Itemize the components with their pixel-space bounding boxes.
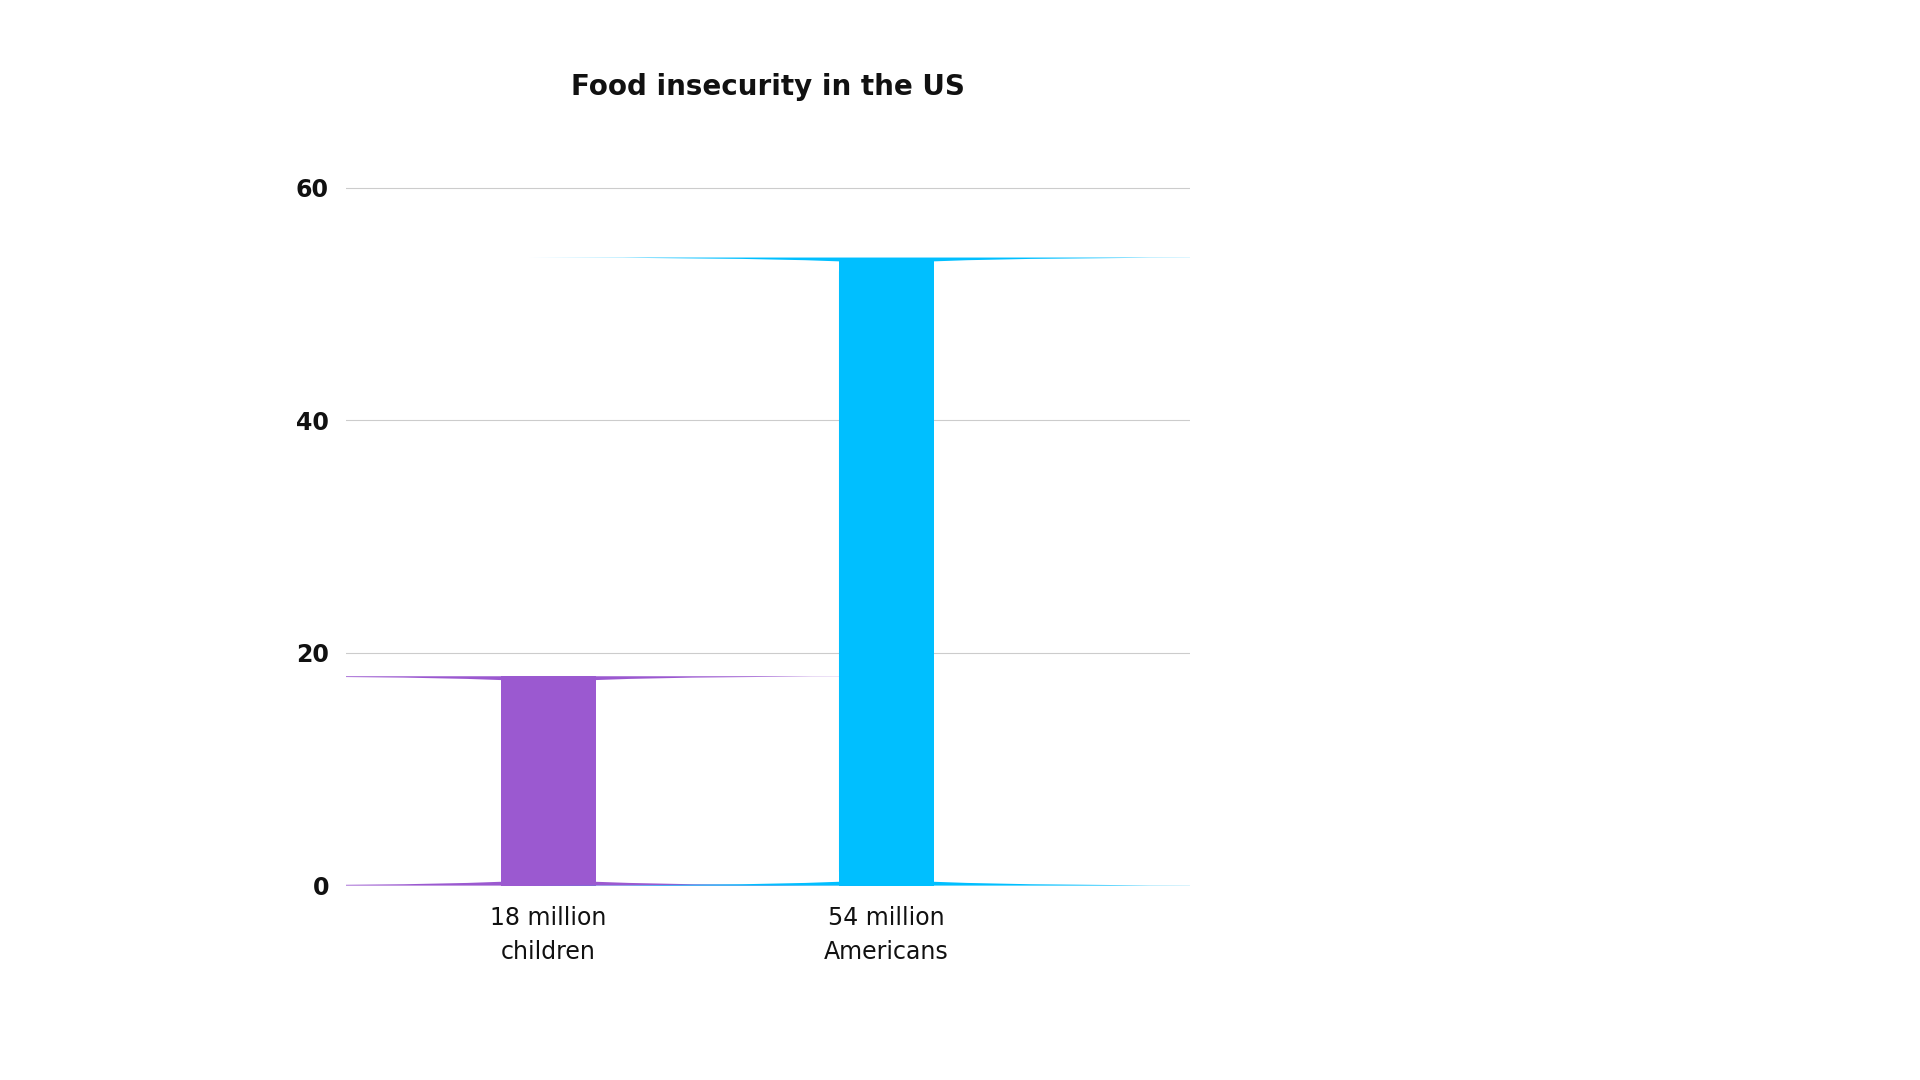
Title: Food insecurity in the US: Food insecurity in the US (570, 72, 966, 100)
FancyBboxPatch shape (190, 676, 906, 886)
Bar (501, 676, 595, 886)
Bar (839, 257, 933, 886)
FancyBboxPatch shape (528, 257, 1244, 886)
